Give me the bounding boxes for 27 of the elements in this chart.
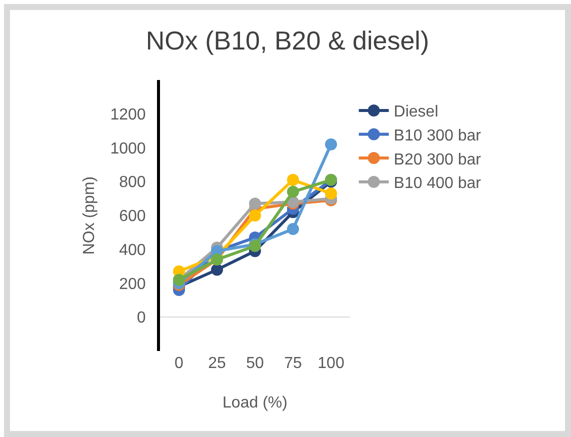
y-tick-label: 600 [119,208,146,226]
legend-label: B10 400 bar [394,175,482,192]
y-tick-label: 400 [119,242,146,259]
point [249,198,261,210]
point [325,187,337,200]
point [325,138,337,150]
x-tick-label: 100 [318,355,344,372]
x-tick-label: 25 [208,355,226,372]
x-tick-label: 0 [174,355,184,372]
y-tick-label: 1200 [110,106,146,124]
point [249,210,261,222]
x-tick-label: 75 [284,355,302,372]
x-axis-title: Load (%) [222,394,288,412]
y-tick-label: 0 [136,310,146,327]
point [287,174,299,186]
point [211,264,223,276]
legend-label: B20 300 bar [394,151,482,168]
chart-title: NOx (B10, B20 & diesel) [146,25,430,56]
y-axis-title: NOx (ppm) [81,176,98,255]
y-tick-label: 1000 [110,140,146,158]
legend-label: Diesel [394,104,438,121]
y-tick-label: 800 [119,174,146,192]
point [287,186,299,198]
legend-label: B10 300 bar [394,127,482,144]
point [287,223,299,236]
y-tick-label: 200 [119,276,146,293]
x-tick-label: 50 [246,355,264,372]
